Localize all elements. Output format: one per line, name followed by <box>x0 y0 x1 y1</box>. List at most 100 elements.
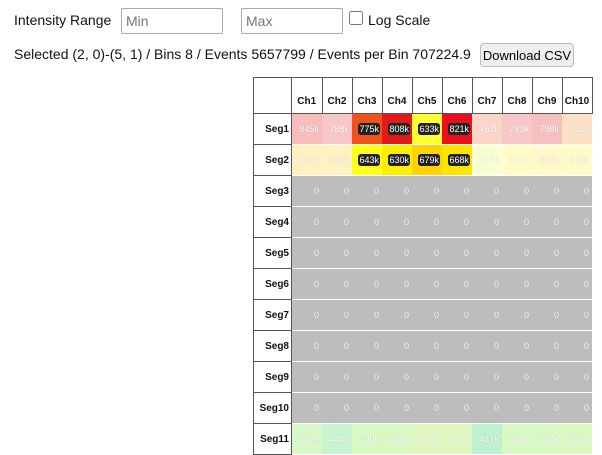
max-input[interactable] <box>241 8 343 34</box>
heat-cell: 0 <box>442 330 472 362</box>
min-input[interactable] <box>121 8 223 34</box>
column-header: Ch4 <box>381 77 413 114</box>
heat-cell: 0 <box>472 175 502 207</box>
cell-value: 485k <box>359 434 379 444</box>
segment-row: Seg8 0 0 0 0 0 0 0 0 0 0 <box>253 330 592 362</box>
heat-cell: 0 <box>562 392 592 424</box>
cell-value: 0 <box>493 341 499 351</box>
cell-value: 620k <box>569 155 589 165</box>
cell-value: 0 <box>493 403 499 413</box>
cell-value: 0 <box>493 310 499 320</box>
heat-cell: 798k <box>532 113 562 145</box>
heat-cell: 0 <box>472 237 502 269</box>
heat-cell: 0 <box>322 392 352 424</box>
cell-value: 0 <box>433 217 439 227</box>
cell-value: 0 <box>463 217 469 227</box>
heatmap-table: Ch1 Ch2 Ch3 Ch4 Ch5 Ch6 Ch7 Ch8 Ch9 Ch10 Seg1 845k 7… <box>253 77 593 455</box>
heat-cell: 0 <box>502 361 532 393</box>
cell-value: 0 <box>553 341 559 351</box>
heat-cell: 0 <box>352 330 382 362</box>
cell-value: 494k <box>569 434 589 444</box>
heat-cell: 808k <box>382 113 412 145</box>
heat-cell: 788k <box>322 113 352 145</box>
heat-cell: 0 <box>442 206 472 238</box>
download-button[interactable]: Download CSV <box>480 43 574 67</box>
cell-value: 0 <box>373 403 379 413</box>
heat-cell: 0 <box>472 361 502 393</box>
cell-value: 0 <box>343 341 349 351</box>
cell-value: 0 <box>493 279 499 289</box>
heat-cell: 0 <box>322 268 352 300</box>
heat-cell: 0 <box>442 299 472 331</box>
cell-value: 684k <box>299 155 319 165</box>
cell-value: 0 <box>583 372 589 382</box>
cell-value: 633k <box>418 123 440 135</box>
heat-cell: 0 <box>442 237 472 269</box>
cell-value: 0 <box>373 186 379 196</box>
cell-value: 0 <box>403 217 409 227</box>
cell-value: 0 <box>433 341 439 351</box>
cell-value: 845k <box>299 124 319 134</box>
heat-cell: 0 <box>412 268 442 300</box>
cell-value: 630k <box>388 154 410 166</box>
heat-cell: 712k <box>562 113 592 145</box>
cell-value: 762k <box>479 124 499 134</box>
heat-cell: 668k <box>442 144 472 176</box>
heat-cell: 0 <box>532 299 562 331</box>
heat-cell: 0 <box>412 175 442 207</box>
log-checkbox[interactable] <box>349 11 363 25</box>
heat-cell: 0 <box>502 330 532 362</box>
heat-cell: 0 <box>442 361 472 393</box>
cell-value: 0 <box>553 248 559 258</box>
row-header: Seg7 <box>253 299 292 331</box>
row-header: Seg1 <box>253 113 292 145</box>
cell-value: 617k <box>479 155 499 165</box>
cell-value: 0 <box>403 186 409 196</box>
heat-cell: 0 <box>412 392 442 424</box>
heat-cell: 679k <box>412 144 442 176</box>
segment-row: Seg3 0 0 0 0 0 0 0 0 0 0 <box>253 175 592 207</box>
heat-cell: 0 <box>562 206 592 238</box>
cell-value: 0 <box>433 403 439 413</box>
heat-cell: 0 <box>322 299 352 331</box>
heat-cell: 0 <box>291 361 322 393</box>
cell-value: 0 <box>313 186 319 196</box>
heat-cell: 0 <box>502 392 532 424</box>
heat-cell: 0 <box>291 392 322 424</box>
cell-value: 0 <box>583 341 589 351</box>
heat-cell: 0 <box>382 299 412 331</box>
cell-value: 0 <box>313 403 319 413</box>
column-header: Ch1 <box>291 77 323 114</box>
heat-cell: 0 <box>352 392 382 424</box>
heat-cell: 0 <box>352 361 382 393</box>
cell-value: 808k <box>388 123 410 135</box>
heat-cell: 0 <box>291 206 322 238</box>
segment-row: Seg9 0 0 0 0 0 0 0 0 0 0 <box>253 361 592 393</box>
heat-cell: 0 <box>472 299 502 331</box>
cell-value: 0 <box>523 403 529 413</box>
cell-value: 0 <box>553 279 559 289</box>
cell-value: 0 <box>493 186 499 196</box>
log-label[interactable]: Log Scale <box>368 12 431 28</box>
cell-value: 0 <box>463 279 469 289</box>
row-header: Seg10 <box>253 392 292 424</box>
heat-cell: 0 <box>502 175 532 207</box>
heat-cell: 620k <box>562 144 592 176</box>
heat-cell: 0 <box>562 237 592 269</box>
cell-value: 478k <box>299 434 319 444</box>
segment-row: Seg2 684k 682k 643k 630k 679k 668k 617k 627k 633k… <box>253 144 592 176</box>
heat-cell: 0 <box>382 330 412 362</box>
column-header: Ch2 <box>321 77 353 114</box>
cell-value: 0 <box>433 372 439 382</box>
cell-value: 0 <box>403 403 409 413</box>
heat-cell: 617k <box>472 144 502 176</box>
cell-value: 0 <box>523 310 529 320</box>
cell-value: 0 <box>313 217 319 227</box>
heat-cell: 0 <box>352 175 382 207</box>
cell-value: 0 <box>463 248 469 258</box>
cell-value: 643k <box>358 154 380 166</box>
heat-cell: 0 <box>412 330 442 362</box>
heat-cell: 783k <box>502 113 532 145</box>
status-text: Selected (2, 0)-(5, 1) / Bins 8 / Events… <box>14 46 471 62</box>
cell-value: 0 <box>403 248 409 258</box>
